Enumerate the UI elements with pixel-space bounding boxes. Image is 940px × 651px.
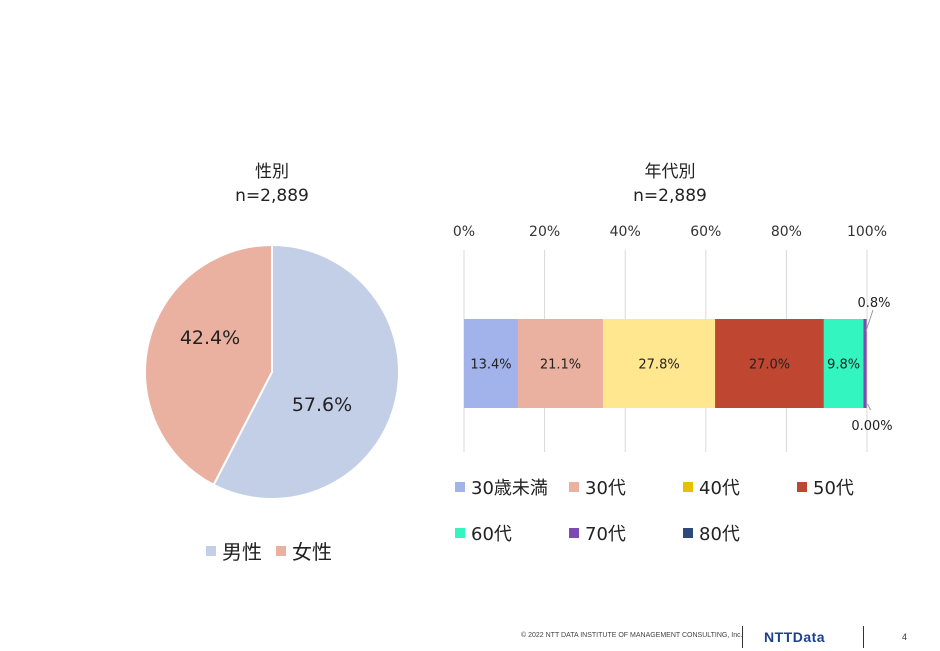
bar-segment-3 — [715, 319, 824, 408]
pie-data-label: 42.4% — [180, 327, 240, 349]
bar-data-label: 27.8% — [638, 358, 679, 373]
leader-line — [865, 309, 874, 332]
bar-data-label: 0.8% — [857, 296, 890, 311]
footer-divider — [863, 626, 864, 648]
footer-copyright: © 2022 NTT DATA INSTITUTE OF MANAGEMENT … — [521, 632, 743, 639]
bar-legend-item-50s: 50代 — [797, 474, 854, 500]
bar-segment-0 — [464, 319, 519, 408]
bar-legend-swatch — [569, 482, 579, 492]
bar-segment-1 — [518, 319, 604, 408]
bar-legend-label: 70代 — [585, 524, 626, 545]
x-tick-label: 60% — [690, 224, 721, 240]
pie-legend-label: 女性 — [292, 540, 332, 564]
bar-title-text: 年代別 — [644, 162, 696, 182]
pie-legend-item-female: 女性 — [276, 536, 332, 565]
bar-data-label: 27.0% — [749, 358, 790, 373]
bar-legend-item-30s: 30代 — [569, 474, 626, 500]
bar-legend-swatch — [683, 482, 693, 492]
bar-legend-swatch — [569, 528, 579, 538]
bar-legend-label: 30代 — [585, 478, 626, 499]
bar-chart-title: 年代別 n=2,889 — [570, 160, 770, 208]
bar-legend-label: 30歳未満 — [471, 478, 548, 499]
bar-legend-item-under30: 30歳未満 — [455, 474, 548, 500]
pie-slice-male — [212, 243, 400, 500]
bar-segment-4 — [823, 319, 864, 408]
bar-legend-item-80s: 80代 — [683, 520, 740, 546]
page-number: 4 — [902, 632, 908, 642]
ntt-data-logo: NTTData — [764, 629, 826, 645]
bar-legend-item-40s: 40代 — [683, 474, 740, 500]
x-tick-label: 0% — [453, 224, 475, 240]
footer-divider — [742, 626, 743, 648]
pie-legend-item-male: 男性 — [206, 536, 262, 565]
pie-legend-label: 男性 — [222, 540, 262, 564]
pie-legend-swatch — [276, 545, 286, 556]
pie-legend-swatch — [206, 545, 216, 556]
bar-legend-item-60s: 60代 — [455, 520, 512, 546]
bar-legend-swatch — [797, 482, 807, 492]
bar-legend-label: 40代 — [699, 478, 740, 499]
bar-legend-item-70s: 70代 — [569, 520, 626, 546]
bar-legend-label: 50代 — [813, 478, 854, 499]
bar-legend-label: 80代 — [699, 524, 740, 545]
pie-subtitle-text: n=2,889 — [235, 186, 309, 206]
pie-chart: 57.6% 42.4% — [144, 243, 400, 500]
pie-data-label: 57.6% — [292, 394, 352, 416]
x-tick-label: 80% — [771, 224, 802, 240]
bar-legend-swatch — [455, 482, 465, 492]
x-tick-label: 100% — [847, 224, 887, 240]
bar-subtitle-text: n=2,889 — [633, 186, 707, 206]
leader-line — [867, 403, 872, 411]
pie-title-text: 性別 — [255, 162, 289, 182]
bar-data-label: 13.4% — [470, 358, 511, 373]
bar-legend-swatch — [683, 528, 693, 538]
bar-data-label: 21.1% — [540, 358, 581, 373]
bar-segment-2 — [603, 319, 716, 408]
bar-segment-5 — [863, 319, 867, 408]
x-tick-label: 20% — [529, 224, 560, 240]
bar-legend-swatch — [455, 528, 465, 538]
x-tick-label: 40% — [610, 224, 641, 240]
pie-legend: 男性 女性 — [206, 536, 332, 565]
pie-slice-female — [144, 243, 273, 487]
bar-legend-label: 60代 — [471, 524, 512, 545]
stacked-bar-chart: 0% 20% 40% 60% 80% 100% 13.4% 21.1% 27.8% 27.0% 9.… — [453, 224, 893, 452]
bar-data-label: 0.00% — [851, 419, 892, 434]
bar-data-label: 9.8% — [827, 358, 860, 373]
pie-chart-title: 性別 n=2,889 — [172, 160, 372, 208]
